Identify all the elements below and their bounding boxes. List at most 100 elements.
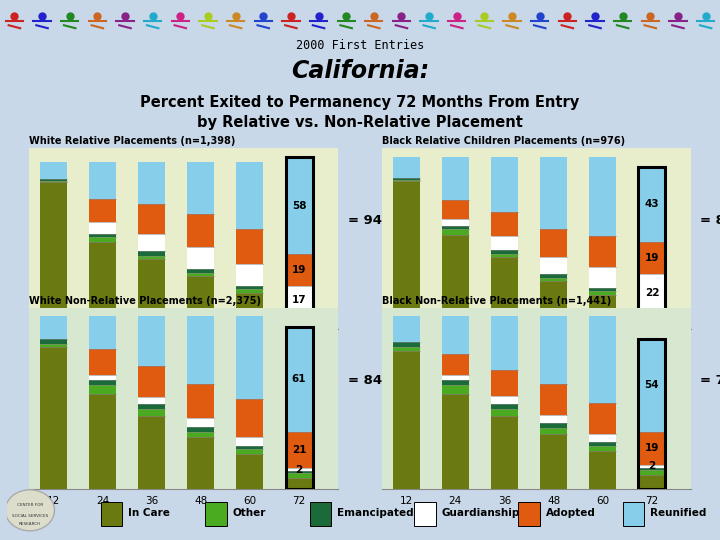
Bar — [286, 327, 312, 432]
Bar — [392, 316, 420, 342]
Bar — [236, 264, 264, 286]
Bar — [540, 230, 567, 257]
Text: SOCIAL SERVICES: SOCIAL SERVICES — [12, 514, 48, 518]
Bar — [442, 230, 469, 235]
Bar — [491, 370, 518, 396]
Bar — [40, 179, 67, 180]
Bar — [89, 234, 116, 238]
Bar — [286, 478, 312, 489]
Bar — [138, 316, 165, 366]
Bar — [442, 380, 469, 386]
Bar — [236, 454, 264, 489]
Text: Black Non-Relative Placements (n=1,441): Black Non-Relative Placements (n=1,441) — [382, 295, 611, 306]
Bar — [187, 276, 215, 329]
Bar — [491, 416, 518, 489]
Bar — [540, 316, 567, 383]
Bar — [236, 449, 264, 454]
Bar — [138, 204, 165, 234]
Bar — [589, 237, 616, 267]
Bar — [286, 286, 312, 314]
Bar — [589, 446, 616, 451]
Bar — [40, 182, 67, 329]
Bar — [639, 314, 665, 318]
Bar — [639, 339, 665, 489]
Text: Percent Exited to Permanency 72 Months From Entry
by Relative vs. Non-Relative P: Percent Exited to Permanency 72 Months F… — [140, 96, 580, 130]
Text: Guardianship: Guardianship — [441, 508, 520, 518]
Bar — [491, 409, 518, 416]
Text: 22: 22 — [644, 288, 659, 298]
Bar — [639, 312, 665, 314]
Bar — [442, 354, 469, 375]
Bar — [491, 157, 518, 212]
Bar — [392, 178, 420, 179]
Bar — [639, 470, 665, 475]
Bar — [138, 404, 165, 409]
FancyBboxPatch shape — [101, 502, 122, 526]
Text: = 75%: = 75% — [701, 374, 720, 387]
Bar — [187, 247, 215, 269]
FancyBboxPatch shape — [414, 502, 436, 526]
Bar — [589, 267, 616, 288]
Bar — [442, 200, 469, 219]
Bar — [491, 257, 518, 329]
Bar — [442, 157, 469, 200]
Bar — [138, 251, 165, 256]
Bar — [89, 380, 116, 386]
Bar — [40, 347, 67, 489]
Text: California:: California: — [291, 59, 429, 83]
Bar — [491, 396, 518, 404]
Bar — [236, 437, 264, 445]
Bar — [540, 415, 567, 423]
Text: White Relative Placements (n=1,398): White Relative Placements (n=1,398) — [29, 136, 235, 146]
Bar — [286, 473, 312, 478]
Text: 61: 61 — [292, 374, 306, 384]
Bar — [286, 327, 312, 489]
Bar — [236, 293, 264, 329]
Bar — [286, 319, 312, 329]
Bar — [286, 254, 312, 286]
Bar — [138, 397, 165, 404]
Bar — [442, 386, 469, 394]
Bar — [138, 162, 165, 204]
Bar — [138, 256, 165, 259]
Circle shape — [5, 490, 55, 531]
Bar — [589, 451, 616, 489]
Bar — [40, 316, 67, 339]
Bar — [491, 316, 518, 370]
Bar — [442, 375, 469, 380]
FancyBboxPatch shape — [518, 502, 540, 526]
Bar — [89, 242, 116, 329]
Bar — [286, 316, 312, 319]
Bar — [491, 404, 518, 409]
Bar — [540, 274, 567, 278]
Text: 17: 17 — [292, 295, 307, 305]
Text: Black Relative Children Placements (n=976): Black Relative Children Placements (n=97… — [382, 136, 625, 146]
Bar — [540, 281, 567, 329]
Bar — [187, 427, 215, 432]
Bar — [89, 316, 116, 349]
Bar — [40, 180, 67, 182]
Bar — [89, 394, 116, 489]
Bar — [286, 432, 312, 468]
Text: 58: 58 — [292, 201, 306, 211]
Bar — [236, 286, 264, 289]
Text: White Non-Relative Placements (n=2,375): White Non-Relative Placements (n=2,375) — [29, 295, 261, 306]
Bar — [236, 399, 264, 437]
Text: = 84%: = 84% — [348, 374, 395, 387]
Bar — [187, 316, 215, 383]
Bar — [187, 418, 215, 427]
Bar — [540, 383, 567, 415]
Bar — [589, 402, 616, 434]
Bar — [236, 446, 264, 449]
Bar — [442, 219, 469, 226]
Bar — [589, 442, 616, 446]
Bar — [540, 278, 567, 281]
Bar — [392, 351, 420, 489]
Text: Emancipated: Emancipated — [337, 508, 413, 518]
Bar — [236, 316, 264, 399]
Bar — [40, 162, 67, 179]
Bar — [187, 269, 215, 273]
Text: CENTER FOR: CENTER FOR — [17, 503, 43, 507]
Bar — [491, 212, 518, 237]
Bar — [639, 339, 665, 432]
